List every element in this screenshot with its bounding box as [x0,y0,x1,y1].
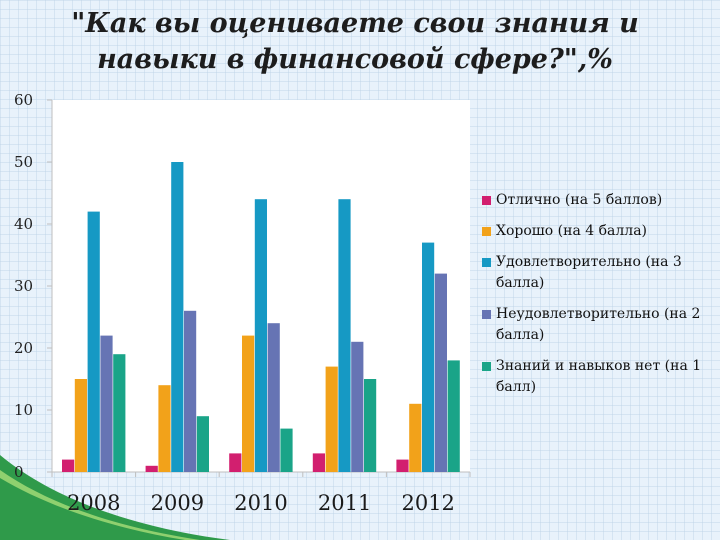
bar [325,366,338,472]
bar [171,162,184,472]
bar [267,323,280,472]
y-tick-label: 20 [14,339,33,357]
legend-item: Удовлетворительно (на 3 балла) [482,252,717,294]
legend-item: Знаний и навыков нет (на 1 балл) [482,356,717,398]
y-tick-label: 0 [14,463,24,481]
x-tick-label: 2010 [234,491,287,515]
bar [447,360,460,472]
x-tick-label: 2011 [318,491,371,515]
y-tick-label: 40 [14,215,33,233]
bar [87,211,100,472]
legend-swatch [482,362,491,371]
bar [113,354,126,472]
legend-swatch [482,310,491,319]
bar [196,416,209,472]
bar [184,310,197,472]
bar [338,199,351,472]
corner-swoosh [0,455,230,540]
bar [434,273,447,472]
bar [396,459,409,472]
legend-item: Отлично (на 5 баллов) [482,190,717,211]
x-tick-label: 2008 [67,491,120,515]
legend-label: Удовлетворительно (на 3 балла) [496,254,682,291]
bar [254,199,267,472]
chart-legend: Отлично (на 5 баллов) Хорошо (на 4 балла)… [482,190,717,408]
bar [422,242,435,472]
bar [351,341,364,472]
x-tick-label: 2012 [401,491,454,515]
legend-swatch [482,258,491,267]
bar [364,379,377,472]
legend-label: Знаний и навыков нет (на 1 балл) [496,358,702,395]
y-tick-label: 10 [14,401,33,419]
bar [242,335,255,472]
bar [100,335,113,472]
y-tick-label: 50 [14,153,33,171]
bar [229,453,242,472]
chart-title: "Как вы оцениваете свои знания и навыки … [71,8,639,75]
legend-item: Неудовлетворительно (на 2 балла) [482,304,717,346]
legend-label: Хорошо (на 4 балла) [496,223,647,239]
bar [74,379,87,472]
bar [158,385,171,472]
legend-label: Неудовлетворительно (на 2 балла) [496,306,701,343]
bar [312,453,325,472]
bar [62,459,75,472]
bar [280,428,293,472]
x-tick-label: 2009 [151,491,204,515]
legend-swatch [482,196,491,205]
y-tick-label: 30 [14,277,33,295]
legend-item: Хорошо (на 4 балла) [482,221,717,242]
bar [145,465,158,472]
bar [409,403,422,472]
legend-swatch [482,227,491,236]
y-tick-label: 60 [14,91,33,109]
legend-label: Отлично (на 5 баллов) [496,192,663,208]
